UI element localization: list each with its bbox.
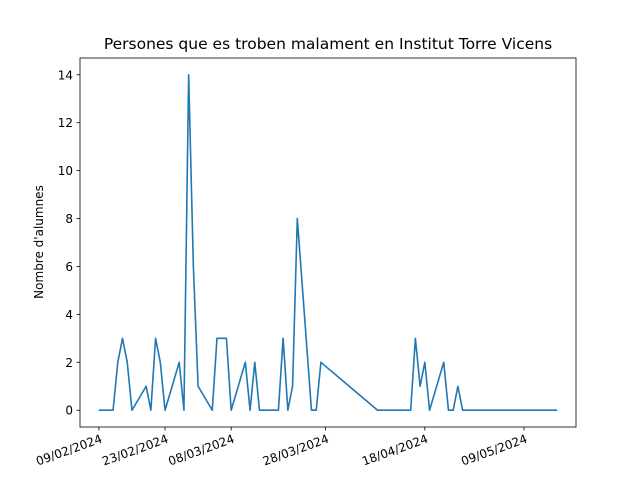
x-tick-label: 23/02/2024 <box>100 432 170 469</box>
y-tick-label: 8 <box>65 212 73 226</box>
y-tick-label: 14 <box>58 68 73 82</box>
y-tick-label: 10 <box>58 164 73 178</box>
y-tick-label: 6 <box>65 260 73 274</box>
y-tick-label: 0 <box>65 404 73 418</box>
plot-frame <box>79 57 577 428</box>
y-tick-label: 2 <box>65 356 73 370</box>
chart-title: Persones que es troben malament en Insti… <box>104 35 552 53</box>
series-line <box>98 73 558 412</box>
x-tick-label: 28/03/2024 <box>261 432 331 469</box>
y-axis: 0 2 4 6 8 10 12 14 <box>58 68 80 418</box>
series-layer <box>98 73 558 412</box>
y-axis-label: Nombre d'alumnes <box>32 185 46 299</box>
x-tick-label: 09/02/2024 <box>34 432 104 469</box>
y-tick-label: 12 <box>58 116 73 130</box>
x-tick-label: 09/05/2024 <box>459 432 529 469</box>
x-tick-label: 08/03/2024 <box>166 432 236 469</box>
y-tick-label: 4 <box>65 308 73 322</box>
x-tick-label: 18/04/2024 <box>360 432 430 469</box>
